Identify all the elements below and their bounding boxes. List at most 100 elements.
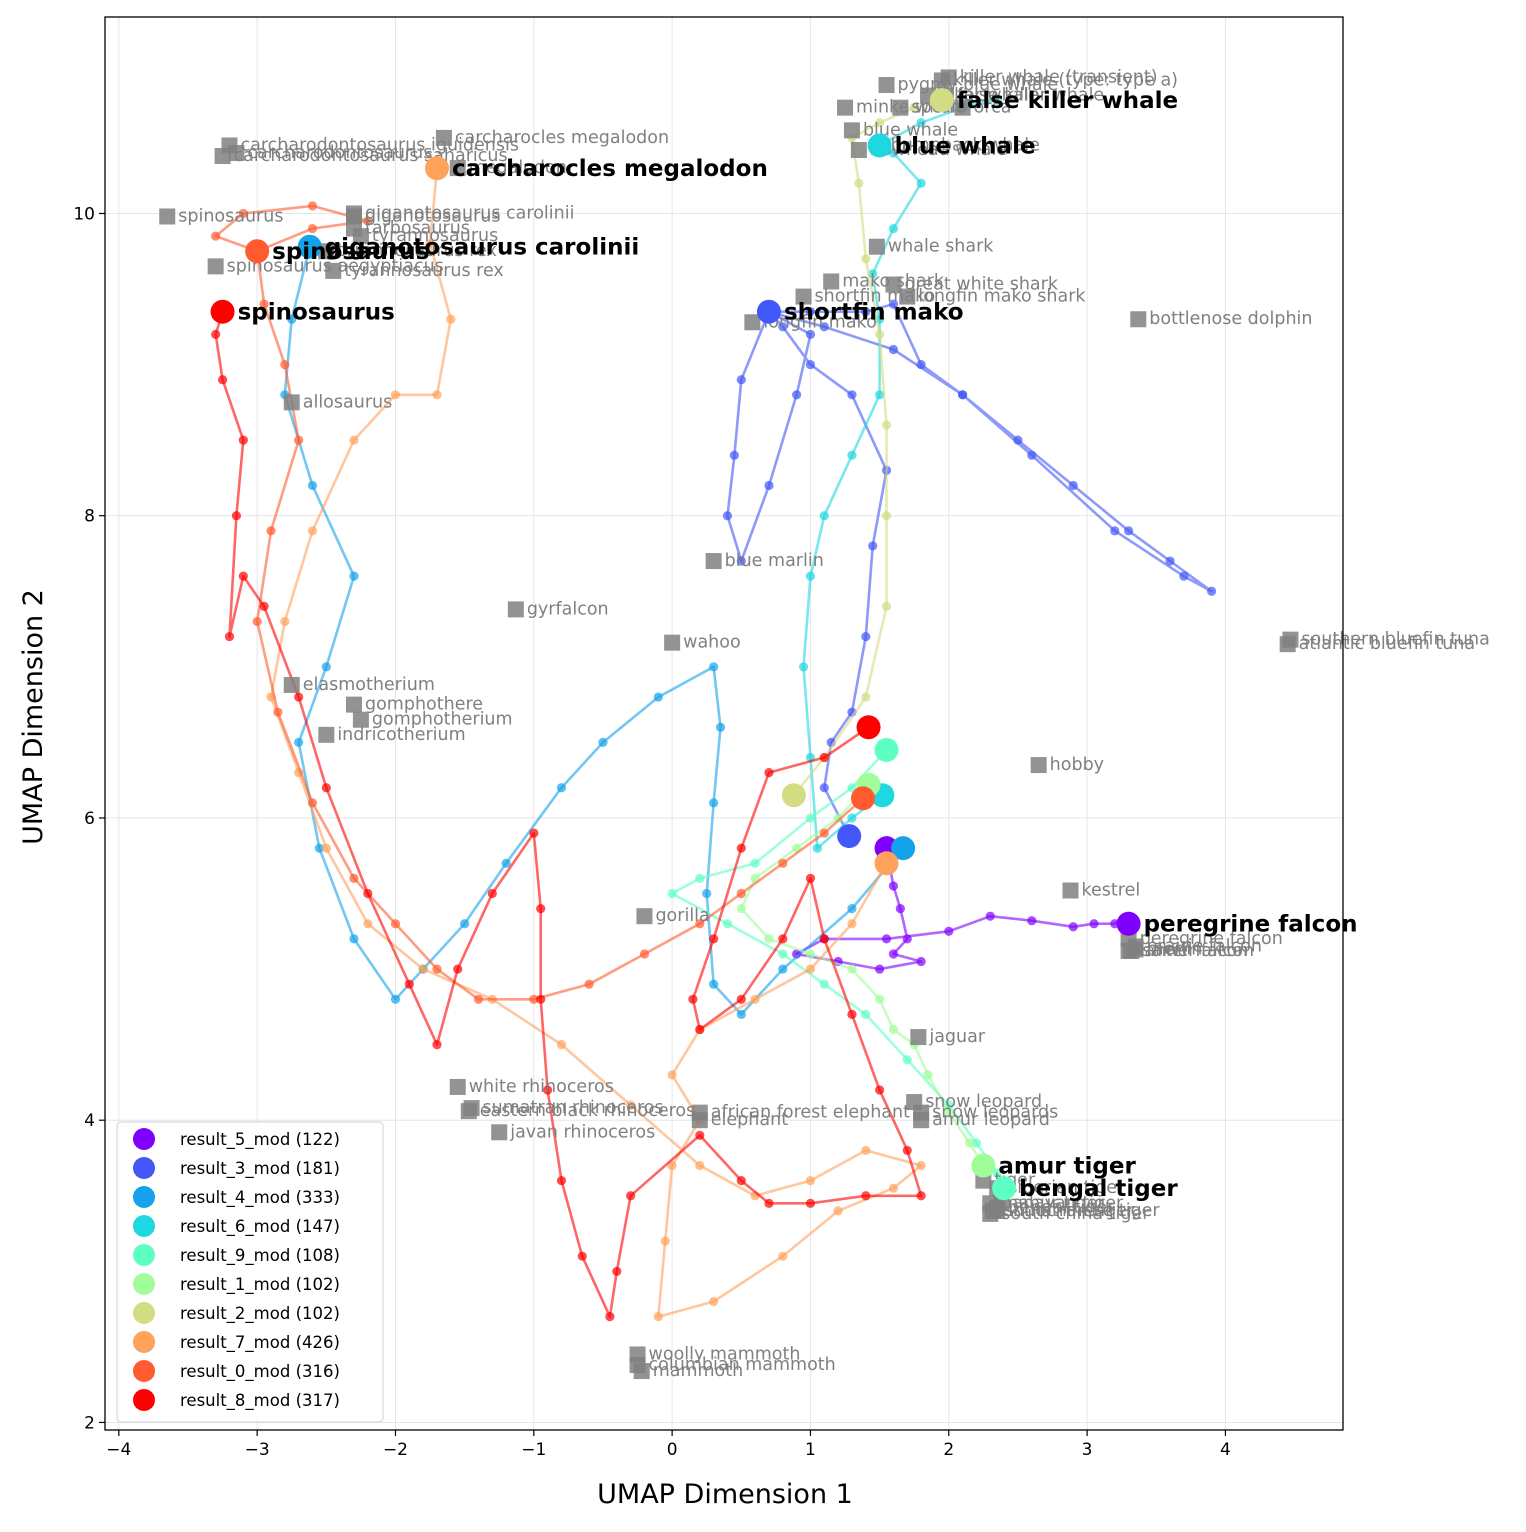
series-point	[390, 919, 401, 929]
end-marker	[867, 133, 892, 158]
reference-marker	[795, 288, 812, 305]
reference-label: kestrel	[1082, 880, 1141, 900]
series-point	[729, 450, 739, 460]
reference-label: amur tiger	[1012, 1193, 1105, 1213]
reference-label: giganotosaurus carolinii	[365, 203, 574, 223]
series-point	[985, 911, 995, 921]
series-point	[971, 1138, 982, 1148]
series-point	[875, 964, 885, 974]
series-line	[802, 98, 999, 850]
reference-marker	[878, 77, 895, 94]
series-point	[238, 571, 248, 581]
reference-marker	[705, 553, 722, 570]
series-point	[923, 1070, 933, 1080]
series-point	[453, 964, 463, 974]
reference-label: elasmotherium	[303, 675, 435, 695]
reference-label: blue marlin	[725, 551, 824, 571]
reference-label: orca	[974, 98, 1012, 118]
series-point	[805, 1198, 816, 1208]
series-point	[881, 934, 892, 944]
series-result-5-mod	[792, 843, 1134, 974]
series-point	[847, 904, 857, 914]
reference-marker	[207, 258, 224, 275]
series-point	[294, 737, 304, 747]
reference-label: tarbosaurus	[365, 219, 470, 239]
series-point	[861, 1009, 871, 1020]
x-tick-label: 2	[943, 1440, 954, 1460]
plot-frame-layer	[104, 16, 1344, 1431]
series-point	[363, 919, 373, 929]
series-point	[888, 344, 899, 355]
series-point	[875, 1085, 885, 1095]
series-point	[695, 1024, 705, 1035]
reference-marker	[449, 160, 466, 177]
series-point	[805, 813, 816, 823]
series-point	[861, 254, 871, 264]
y-tick-label: 2	[84, 1413, 95, 1433]
legend-label: result_7_mod (426)	[180, 1333, 340, 1353]
series-point	[847, 783, 857, 793]
series-point	[287, 314, 297, 324]
series-point	[432, 390, 442, 400]
series-point	[861, 632, 871, 642]
reference-label: gorilla	[655, 906, 709, 926]
y-tick-label: 6	[84, 809, 95, 829]
series-point	[307, 526, 318, 536]
reference-marker	[1279, 636, 1296, 653]
end-label: spinosaurus	[238, 300, 395, 326]
series-point	[888, 1024, 899, 1035]
reference-label: longfin mako	[763, 312, 876, 332]
series-point	[819, 322, 829, 332]
series-point	[805, 949, 816, 959]
series-line	[214, 311, 923, 1318]
reference-label: whale shark	[888, 237, 994, 257]
series-point	[792, 390, 802, 400]
series-point	[273, 707, 283, 717]
reference-label: bottlenose dolphin	[1149, 309, 1312, 329]
series-point	[750, 858, 760, 868]
series-point	[909, 103, 919, 113]
series-result-6-mod	[798, 95, 1002, 853]
end-marker	[424, 156, 449, 181]
series-point	[266, 526, 276, 536]
series-point	[819, 752, 829, 763]
start-marker	[837, 824, 862, 849]
series-point	[861, 692, 871, 702]
series-point	[529, 828, 539, 838]
series-point	[667, 888, 677, 899]
legend: result_5_mod (122) result_3_mod (181) resu…	[116, 1121, 384, 1423]
end-label: bengal tiger	[1019, 1176, 1178, 1202]
series-point	[805, 873, 816, 884]
series-point	[778, 858, 788, 868]
series-point	[764, 480, 774, 491]
series-point	[577, 1251, 587, 1261]
series-point	[639, 949, 650, 959]
end-label: carcharocles megalodon	[452, 156, 768, 182]
legend-marker	[133, 1157, 155, 1179]
reference-label: wahoo	[683, 633, 741, 653]
series-point	[626, 1191, 636, 1201]
series-point	[992, 1168, 1002, 1178]
series-point	[605, 1312, 615, 1322]
legend-label: result_8_mod (317)	[180, 1391, 340, 1411]
series-point	[888, 1183, 899, 1193]
series-point	[280, 616, 290, 627]
reference-label: malayan tiger	[1001, 1193, 1124, 1213]
series-point	[709, 979, 719, 989]
reference-marker	[885, 276, 902, 293]
series-point	[231, 511, 242, 521]
series-point	[349, 934, 359, 944]
start-marker	[891, 836, 916, 861]
series-point	[418, 964, 428, 974]
series-point	[501, 858, 511, 868]
x-tick-label: −2	[383, 1440, 408, 1460]
end-label: spinosaurus	[272, 239, 429, 265]
reference-marker	[636, 908, 653, 925]
reference-marker	[982, 1205, 999, 1222]
series-point	[722, 511, 733, 521]
series-point	[764, 1198, 774, 1208]
series-point	[881, 601, 892, 611]
series-point	[805, 307, 816, 317]
series-point	[805, 964, 816, 974]
legend-label: result_9_mod (108)	[180, 1246, 340, 1266]
